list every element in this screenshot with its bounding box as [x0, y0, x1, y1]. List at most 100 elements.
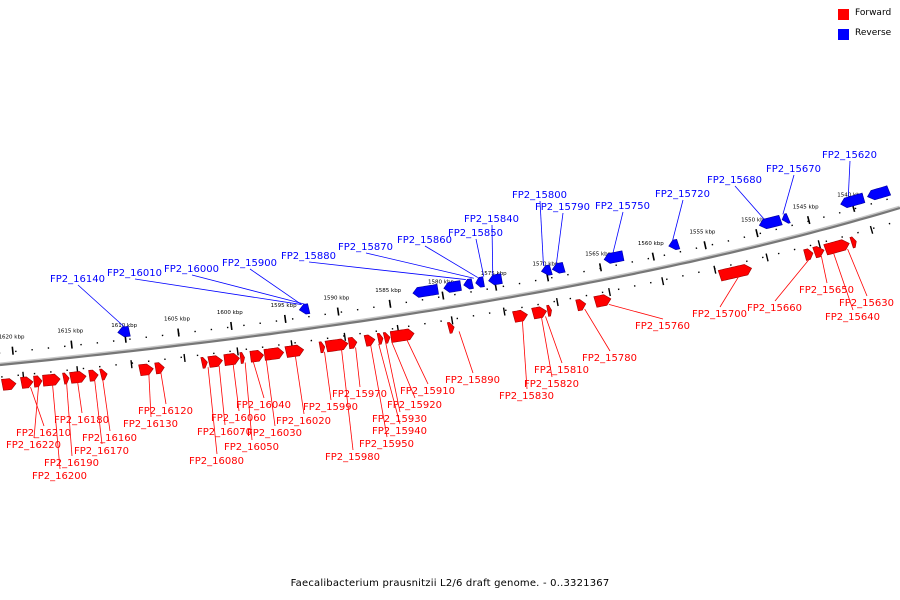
- gene-arrow: [249, 349, 265, 363]
- scale-tick: [441, 291, 445, 300]
- gene-arrow: [154, 362, 165, 375]
- gene-arrow: [239, 352, 245, 364]
- scale-tick-label: 1575 kbp: [481, 271, 507, 277]
- gene-leader-line: [52, 384, 61, 470]
- gene-label: FP2_15900: [222, 258, 277, 269]
- gene-label: FP2_15650: [799, 285, 854, 296]
- forward-swatch: [838, 9, 849, 20]
- gene-arrow: [781, 213, 791, 224]
- gene-leader-line: [734, 185, 765, 220]
- gene-leader-line: [77, 284, 125, 328]
- gene-arrow: [389, 328, 415, 343]
- scale-tick-inner: [661, 277, 665, 286]
- scale-tick-label: 1550 kbp: [741, 217, 767, 223]
- gene-leader-line: [265, 359, 276, 427]
- gene-label: FP2_15640: [825, 312, 880, 323]
- gene-leader-line: [252, 361, 265, 399]
- gene-arrow: [99, 368, 108, 381]
- gene-label: FP2_16160: [82, 433, 137, 444]
- scale-tick-label: 1620 kbp: [0, 335, 25, 341]
- scale-tick-inner: [765, 253, 769, 262]
- gene-label: FP2_16080: [189, 456, 244, 467]
- gene-leader-line: [782, 174, 795, 215]
- scale-tick-inner: [183, 353, 186, 363]
- gene-label: FP2_16000: [164, 264, 219, 275]
- legend-label-reverse: Reverse: [855, 28, 892, 38]
- gene-arrow: [263, 347, 285, 361]
- gene-leader-line: [148, 374, 152, 418]
- scale-tick-label: 1615 kbp: [57, 329, 83, 335]
- gene-arrow: [475, 276, 485, 288]
- scale-tick-label: 1580 kbp: [428, 280, 454, 286]
- gene-label: FP2_16220: [6, 440, 61, 451]
- gene-label: FP2_16020: [276, 416, 331, 427]
- gene-label: FP2_15910: [400, 386, 455, 397]
- gene-label: FP2_16200: [32, 471, 87, 482]
- gene-arrow: [376, 332, 384, 345]
- scale-tick: [177, 328, 180, 337]
- gene-label: FP2_16180: [54, 415, 109, 426]
- scale-tick-inner: [713, 265, 717, 274]
- gene-arrow: [117, 325, 131, 338]
- gene-label: FP2_15890: [445, 375, 500, 386]
- scale-tick-inner: [817, 240, 822, 249]
- gene-label: FP2_15780: [582, 353, 637, 364]
- map-caption: Faecalibacterium prausnitzii L2/6 draft …: [290, 578, 610, 589]
- scale-tick-inner: [608, 287, 611, 297]
- gene-label: FP2_16140: [50, 274, 105, 285]
- gene-leader-line: [365, 252, 474, 279]
- gene-arrow: [207, 355, 223, 368]
- legend-label-forward: Forward: [855, 8, 892, 18]
- legend-item-reverse: Reverse: [838, 28, 891, 48]
- gene-label: FP2_15810: [534, 365, 589, 376]
- gene-leader-line: [207, 367, 218, 455]
- gene-leader-line: [847, 160, 851, 197]
- gene-leader-line: [833, 252, 854, 311]
- gene-arrow: [803, 248, 814, 261]
- gene-arrow: [69, 371, 87, 384]
- gene-arrow: [551, 262, 566, 274]
- gene-arrow: [284, 344, 305, 358]
- scale-tick: [230, 321, 233, 331]
- reverse-swatch: [838, 29, 849, 40]
- gene-leader-line: [294, 355, 305, 415]
- gene-leader-line: [406, 339, 429, 385]
- gene-label: FP2_15970: [332, 389, 387, 400]
- gene-leader-line: [458, 331, 474, 374]
- scale-tick-label: 1540 kbp: [837, 192, 863, 198]
- gene-arrow: [138, 363, 154, 377]
- scale-tick-label: 1610 kbp: [111, 323, 137, 329]
- gene-arrow: [42, 373, 61, 387]
- scale-tick: [336, 307, 340, 316]
- gene-arrow: [512, 309, 528, 323]
- gene-label: FP2_15940: [372, 426, 427, 437]
- gene-leader-line: [134, 278, 302, 305]
- gene-leader-line: [30, 386, 45, 427]
- scale-tick-label: 1560 kbp: [638, 241, 664, 247]
- gene-label: FP2_15830: [499, 391, 554, 402]
- gene-label: FP2_15720: [655, 189, 710, 200]
- scale-tick-inner: [450, 316, 454, 325]
- gene-label: FP2_16070: [197, 427, 252, 438]
- gene-leader-line: [556, 212, 564, 264]
- gene-label: FP2_16040: [236, 400, 291, 411]
- scale-tick-label: 1600 kbp: [217, 310, 243, 316]
- gene-label: FP2_16120: [138, 406, 193, 417]
- gene-arrow: [443, 280, 462, 293]
- gene-label: FP2_16130: [123, 419, 178, 430]
- gene-arrow: [318, 341, 326, 354]
- gene-label: FP2_15820: [524, 379, 579, 390]
- gene-leader-line: [475, 238, 485, 277]
- gene-leader-line: [584, 308, 611, 352]
- gene-arrow: [849, 236, 857, 249]
- gene-leader-line: [820, 255, 828, 284]
- scale-tick-label: 1590 kbp: [323, 296, 349, 302]
- backbone-line: [0, 206, 900, 367]
- gene-leader-line: [218, 365, 226, 426]
- gene-leader-line: [33, 386, 39, 439]
- gene-arrow: [593, 294, 612, 308]
- gene-leader-line: [491, 224, 494, 276]
- gene-label: FP2_16190: [44, 458, 99, 469]
- scale-tick-label: 1570 kbp: [533, 262, 559, 268]
